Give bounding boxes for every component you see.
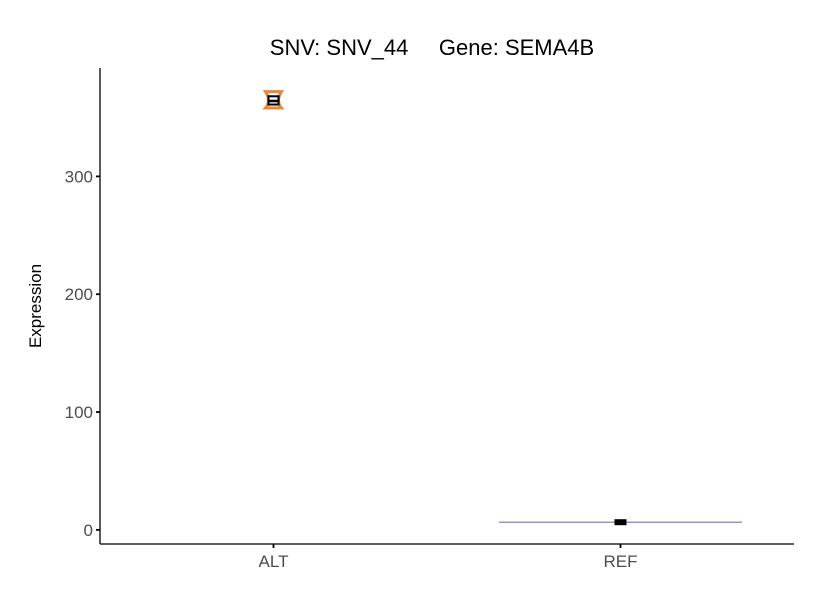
- chart-marks: 0 100 200 300 ALT REF: [65, 90, 742, 571]
- chart-title: SNV: SNV_44 Gene: SEMA4B: [270, 35, 594, 60]
- y-tick-label-300: 300: [65, 167, 93, 186]
- x-tick-label-alt: ALT: [259, 552, 289, 571]
- y-tick-label-200: 200: [65, 285, 93, 304]
- y-tick-label-0: 0: [84, 521, 93, 540]
- y-tick-label-100: 100: [65, 403, 93, 422]
- x-tick-label-ref: REF: [604, 552, 638, 571]
- y-axis-title: Expression: [26, 264, 45, 348]
